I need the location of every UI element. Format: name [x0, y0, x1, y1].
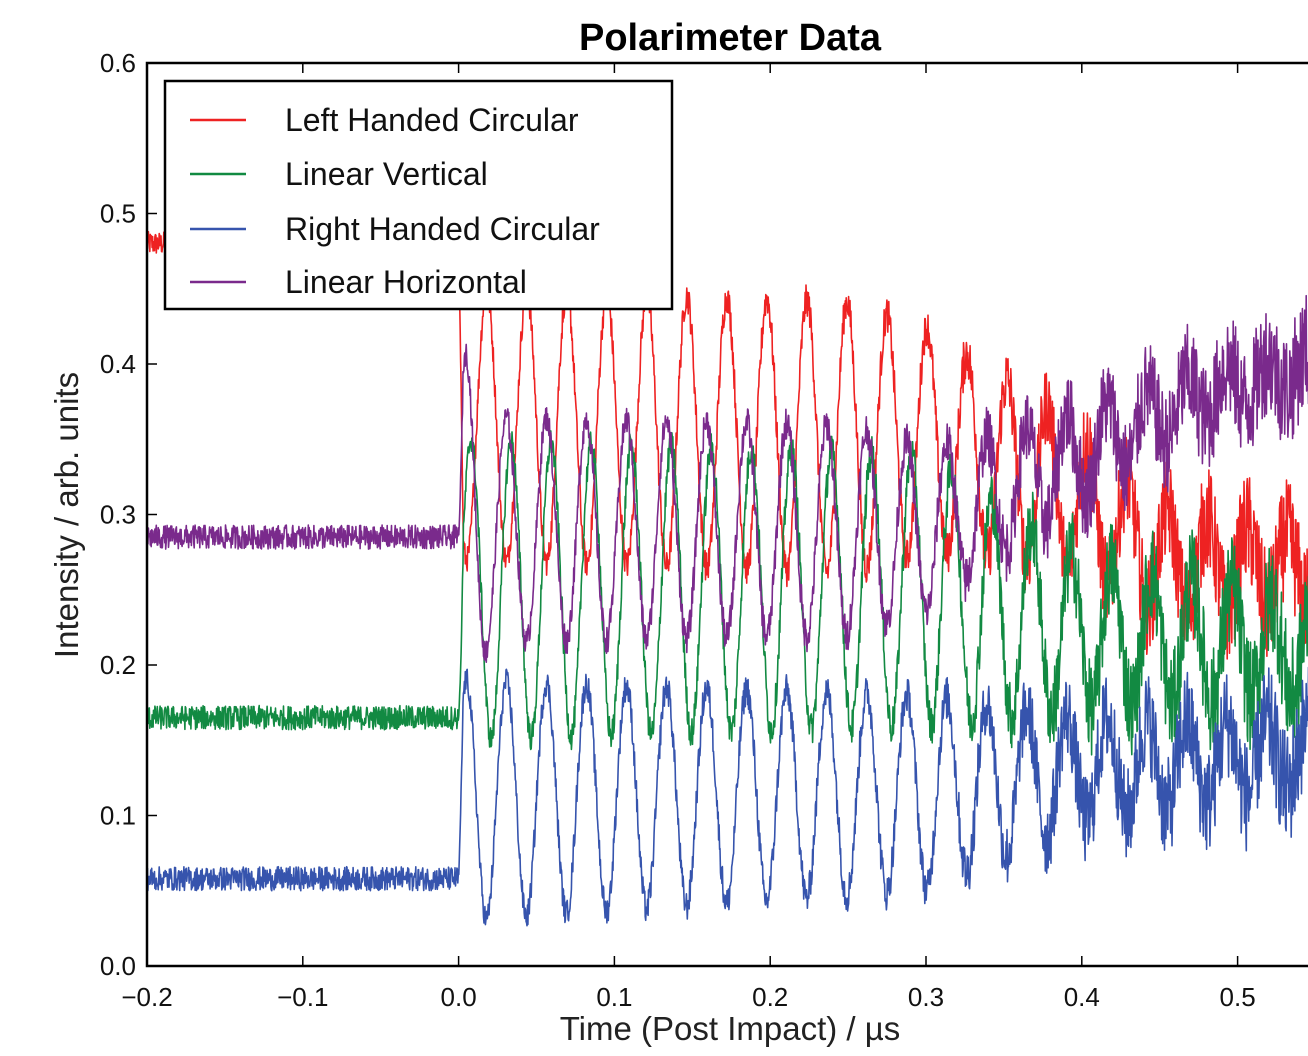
- legend: Left Handed Circular Linear Vertical Rig…: [163, 79, 674, 311]
- y-tick-label: 0.6: [100, 48, 136, 78]
- series-layer: [146, 230, 1308, 927]
- y-tick-label: 0.1: [100, 801, 136, 831]
- x-tick-label: 0.0: [441, 982, 477, 1012]
- y-tick-label: 0.2: [100, 650, 136, 680]
- ticks-layer: −0.2 −0.1 0.0 0.1 0.2 0.3 0.4 0.5 0.0 0.1 0.2 0.3 0.…: [100, 48, 1256, 1012]
- legend-label-right-handed-circular: Right Handed Circular: [285, 211, 600, 247]
- x-tick-label: 0.3: [908, 982, 944, 1012]
- legend-box: [163, 79, 674, 311]
- x-tick-label: −0.2: [121, 982, 172, 1012]
- legend-label-linear-vertical: Linear Vertical: [285, 156, 488, 192]
- x-tick-label: 0.4: [1064, 982, 1100, 1012]
- x-tick-label: 0.2: [752, 982, 788, 1012]
- y-tick-label: 0.0: [100, 951, 136, 981]
- series-line-linear-vertical: [146, 430, 1308, 756]
- y-axis-label: Intensity / arb. units: [48, 372, 85, 658]
- series-line-right-handed-circular: [146, 666, 1308, 927]
- y-tick-label: 0.5: [100, 199, 136, 229]
- x-axis-label: Time (Post Impact) / µs: [560, 1010, 901, 1047]
- legend-label-left-handed-circular: Left Handed Circular: [285, 102, 579, 138]
- x-tick-label: 0.1: [596, 982, 632, 1012]
- chart-title: Polarimeter Data: [579, 17, 882, 59]
- x-tick-label: −0.1: [277, 982, 328, 1012]
- legend-label-linear-horizontal: Linear Horizontal: [285, 264, 527, 300]
- y-tick-label: 0.3: [100, 500, 136, 530]
- x-tick-label: 0.5: [1220, 982, 1256, 1012]
- series-line-linear-horizontal: [146, 294, 1308, 663]
- y-tick-label: 0.4: [100, 349, 136, 379]
